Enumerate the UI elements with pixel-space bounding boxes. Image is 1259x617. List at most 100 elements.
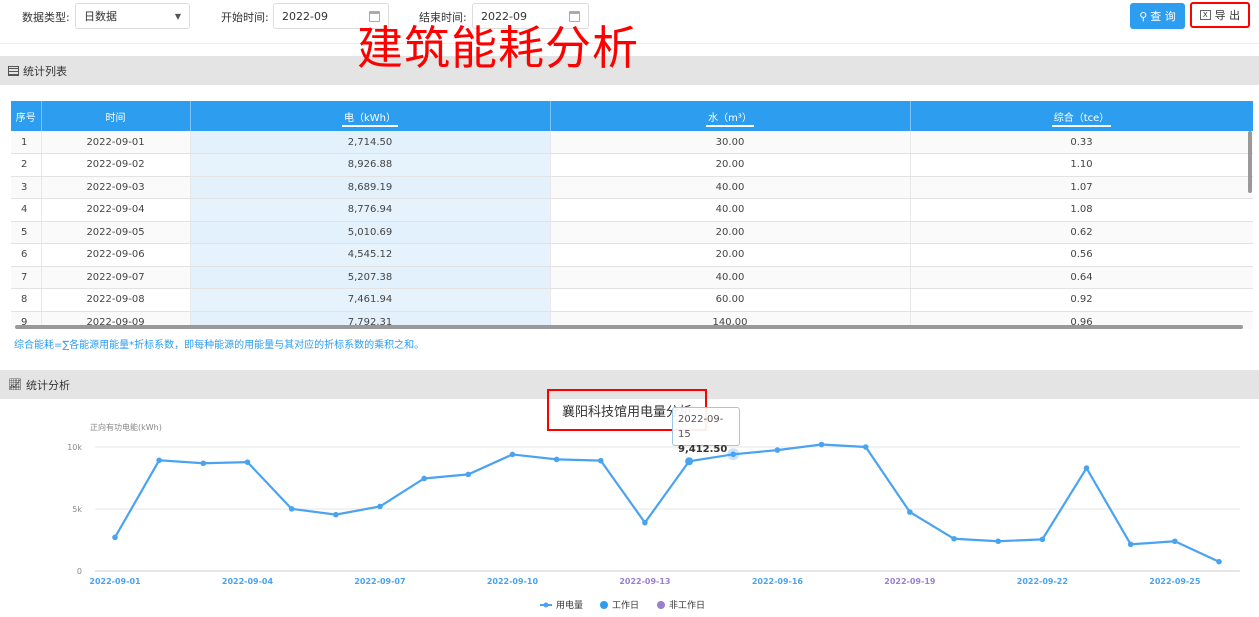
legend-nonworkday-icon: [657, 601, 665, 609]
chart-section-header: 📈︎ 统计分析: [0, 370, 1259, 399]
hover-point: [727, 448, 740, 461]
data-point: [1216, 558, 1222, 565]
row-time: 2022-09-07: [41, 266, 191, 289]
row-time: 2022-09-09: [41, 311, 191, 329]
table-section-header: 统计列表: [0, 56, 1259, 85]
data-point: [244, 459, 251, 465]
start-time-label: 开始时间:: [221, 11, 269, 24]
data-point: [774, 447, 781, 453]
table-row[interactable]: 4 2022-09-04 8,776.94 40.00 1.08: [11, 198, 1253, 222]
row-electricity: 8,926.88: [190, 153, 551, 177]
data-point: [951, 535, 957, 542]
x-tick-label: 2022-09-19: [884, 577, 936, 586]
row-water: 20.00: [550, 153, 911, 177]
row-index: 9: [11, 311, 42, 329]
end-time-input[interactable]: 2022-09: [472, 3, 589, 29]
x-tick-label: 2022-09-10: [487, 577, 539, 586]
x-tick-label: 2022-09-16: [752, 577, 804, 586]
col-header-time: 时间: [41, 101, 191, 131]
export-label: 导 出: [1214, 9, 1241, 22]
formula-note: 综合能耗=∑各能源用能量*折标系数，即每种能源的用能量与其对应的折标系数的乘积之…: [14, 340, 425, 351]
data-point: [818, 441, 825, 448]
legend-marker: [543, 602, 549, 608]
row-index: 4: [11, 198, 42, 222]
row-water: 140.00: [550, 311, 911, 329]
row-index: 5: [11, 221, 42, 244]
data-point: [509, 451, 516, 458]
col-header-index: 序号: [11, 101, 42, 131]
col-header-electricity[interactable]: 电（kWh）: [190, 101, 551, 131]
row-water: 30.00: [550, 131, 911, 154]
data-point: [1127, 541, 1134, 548]
data-point: [200, 460, 207, 467]
data-point: [1083, 465, 1090, 471]
row-total: 0.62: [910, 221, 1253, 244]
table-row[interactable]: 3 2022-09-03 8,689.19 40.00 1.07: [11, 176, 1253, 199]
table-row[interactable]: 6 2022-09-06 4,545.12 20.00 0.56: [11, 243, 1253, 267]
data-point: [597, 457, 604, 464]
start-time-value: 2022-09: [282, 9, 328, 23]
calendar-icon[interactable]: [369, 10, 380, 22]
data-point: [995, 538, 1001, 545]
row-time: 2022-09-04: [41, 198, 191, 222]
row-total: 1.08: [910, 198, 1253, 222]
calendar-icon[interactable]: [569, 10, 580, 22]
legend-label: 用电量: [556, 599, 583, 611]
chart-section-title: 统计分析: [25, 378, 70, 392]
x-tick-label: 2022-09-22: [1017, 577, 1068, 586]
row-electricity: 4,545.12: [190, 243, 551, 267]
legend-workday-icon: [600, 601, 608, 609]
y-tick-label: 5k: [72, 505, 82, 514]
x-tick-label: 2022-09-13: [619, 577, 670, 586]
row-index: 3: [11, 176, 42, 199]
row-index: 6: [11, 243, 42, 267]
row-time: 2022-09-05: [41, 221, 191, 244]
x-tick-label: 2022-09-25: [1149, 577, 1201, 586]
row-time: 2022-09-08: [41, 288, 191, 312]
vertical-scrollbar[interactable]: [1248, 131, 1252, 193]
table-row[interactable]: 5 2022-09-05 5,010.69 20.00 0.62: [11, 221, 1253, 244]
table-section-title: 统计列表: [23, 64, 67, 78]
row-water: 40.00: [550, 176, 911, 199]
row-total: 0.64: [910, 266, 1253, 289]
data-point: [862, 444, 869, 450]
row-time: 2022-09-03: [41, 176, 191, 199]
data-point: [685, 457, 694, 466]
legend-label: 工作日: [612, 599, 639, 611]
data-point: [156, 457, 162, 464]
horizontal-scrollbar[interactable]: [15, 325, 1243, 329]
col-header-water[interactable]: 水（m³）: [550, 101, 911, 131]
table-row[interactable]: 9 2022-09-09 7,792.31 140.00 0.96: [11, 311, 1253, 329]
row-electricity: 8,689.19: [190, 176, 551, 199]
row-index: 1: [11, 131, 42, 154]
stats-table: 序号 时间 电（kWh） 水（m³） 综合（tce） 1 2022-09-01 2,…: [11, 101, 1253, 329]
query-label: 查 询: [1150, 10, 1176, 23]
row-total: 1.07: [910, 176, 1253, 199]
row-electricity: 5,207.38: [190, 266, 551, 289]
data-point: [1039, 536, 1046, 543]
col-header-total[interactable]: 综合（tce）: [910, 101, 1253, 131]
row-total: 0.96: [910, 311, 1253, 329]
divider: [0, 43, 1259, 44]
data-point: [730, 451, 737, 458]
end-time-value: 2022-09: [481, 9, 527, 23]
row-electricity: 8,776.94: [190, 198, 551, 222]
row-total: 0.33: [910, 131, 1253, 154]
electricity-line-chart: 正向有功电能(kWh) 0 5k 10k 2022-09-01 2022-09-04 202…: [67, 422, 1240, 611]
data-point: [642, 519, 648, 526]
start-time-input[interactable]: 2022-09: [273, 3, 389, 29]
table-row[interactable]: 2 2022-09-02 8,926.88 20.00 1.10: [11, 153, 1253, 177]
row-time: 2022-09-02: [41, 153, 191, 177]
data-point: [333, 511, 339, 518]
row-electricity: 2,714.50: [190, 131, 551, 154]
table-row[interactable]: 1 2022-09-01 2,714.50 30.00 0.33: [11, 131, 1253, 154]
row-index: 7: [11, 266, 42, 289]
data-type-select[interactable]: 日数据 ▼: [75, 3, 190, 29]
series-line-electricity: [114, 443, 1220, 563]
data-point: [112, 534, 118, 541]
table-row[interactable]: 7 2022-09-07 5,207.38 40.00 0.64: [11, 266, 1253, 289]
table-row[interactable]: 8 2022-09-08 7,461.94 60.00 0.92: [11, 288, 1253, 312]
chevron-down-icon: ▼: [174, 11, 181, 21]
query-button[interactable]: ⚲ 查 询: [1130, 3, 1185, 29]
